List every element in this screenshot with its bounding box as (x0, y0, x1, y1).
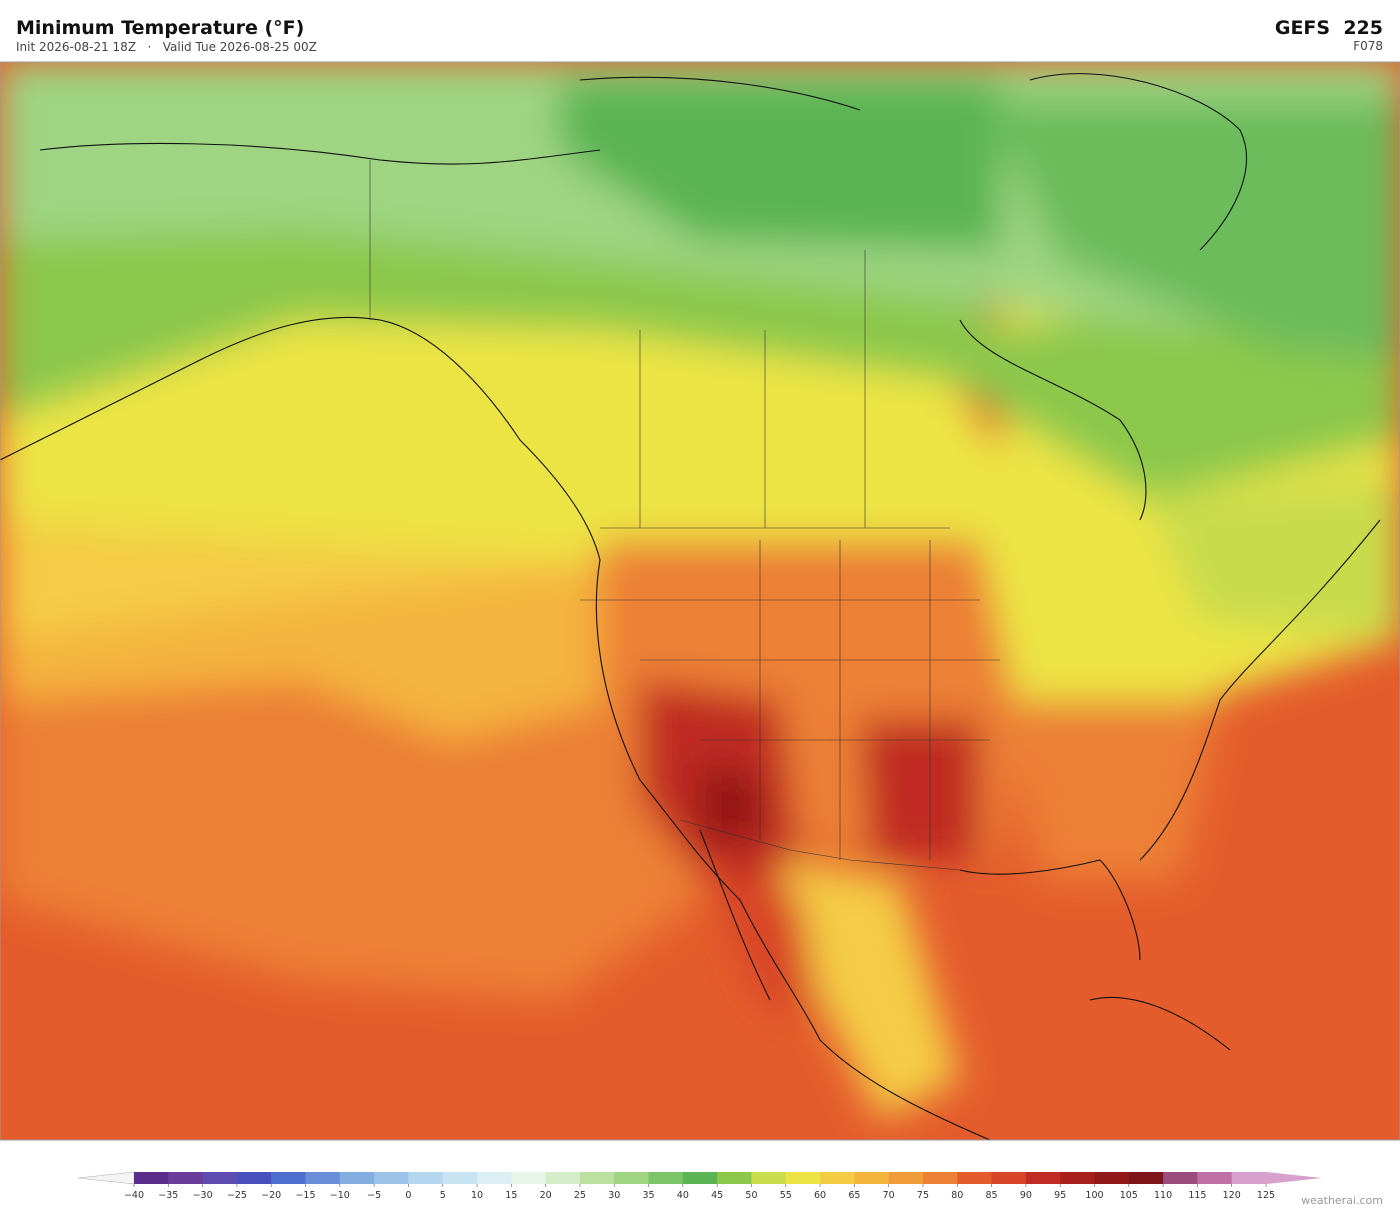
coastlines (0, 73, 1381, 1140)
colorbar-tick-label: −20 (261, 1190, 281, 1201)
colorbar-tick-label: 105 (1120, 1190, 1138, 1201)
colorbar-segment (1197, 1172, 1233, 1184)
colorbar-tick-label: 70 (883, 1190, 895, 1201)
subtitle: Init 2026-08-21 18Z · Valid Tue 2026-08-… (16, 40, 317, 54)
colorbar-segment (545, 1172, 581, 1184)
colorbar-tick-label: 30 (608, 1190, 620, 1201)
colorbar-segment (408, 1172, 444, 1184)
colorbar-segment (134, 1172, 169, 1184)
colorbar-segment (305, 1172, 341, 1184)
colorbar-segment (1163, 1172, 1198, 1184)
colorbar-extend-high (1266, 1172, 1322, 1184)
colorbar-tick-label: −40 (124, 1190, 144, 1201)
colorbar-segment (1231, 1172, 1267, 1184)
colorbar-segment (957, 1172, 993, 1184)
borders (369, 160, 1000, 871)
colorbar-segment (751, 1172, 787, 1184)
colorbar-tick-label: −15 (295, 1190, 315, 1201)
colorbar-tick-label: 120 (1223, 1190, 1241, 1201)
colorbar-tick-label: 0 (405, 1190, 411, 1201)
colorbar-segment (648, 1172, 684, 1184)
colorbar-segment (168, 1172, 204, 1184)
colorbar-segment (236, 1172, 272, 1184)
temperature-field (0, 62, 1400, 1140)
colorbar-tick-label: 65 (848, 1190, 860, 1201)
colorbar-tick-label: 75 (917, 1190, 929, 1201)
colorbar-tick-label: −10 (330, 1190, 350, 1201)
colorbar-segment (922, 1172, 958, 1184)
colorbar-tick-label: 90 (1020, 1190, 1032, 1201)
colorbar-segment (1025, 1172, 1061, 1184)
colorbar-tick-label: 100 (1085, 1190, 1103, 1201)
colorbar-tick-label: −30 (193, 1190, 213, 1201)
colorbar-segment (511, 1172, 547, 1184)
colorbar-tick-label: 80 (951, 1190, 963, 1201)
colorbar-tick-label: 55 (780, 1190, 792, 1201)
colorbar-extend-low (77, 1171, 135, 1185)
colorbar-tick-label: 15 (505, 1190, 517, 1201)
colorbar-tick-label: 25 (574, 1190, 586, 1201)
map-frame (0, 61, 1400, 1141)
colorbar-segment (1094, 1172, 1130, 1184)
colorbar-tick-label: 50 (745, 1190, 757, 1201)
colorbar-segment (374, 1172, 409, 1184)
colorbar-segment (717, 1172, 752, 1184)
colorbar-segment (1128, 1172, 1164, 1184)
colorbar-tick-label: 10 (471, 1190, 483, 1201)
title: Minimum Temperature (°F) (16, 17, 304, 39)
colorbar-segment (614, 1172, 650, 1184)
colorbar-tick-label: −5 (367, 1190, 381, 1201)
colorbar-segment (339, 1172, 375, 1184)
colorbar-tick-label: 40 (677, 1190, 689, 1201)
colorbar-tick-label: 85 (986, 1190, 998, 1201)
colorbar-segment (785, 1172, 821, 1184)
colorbar-tick-label: 110 (1154, 1190, 1172, 1201)
credit: weatherai.com (1301, 1194, 1383, 1207)
colorbar-tick-label: 115 (1188, 1190, 1206, 1201)
colorbar-tick-label: 95 (1054, 1190, 1066, 1201)
colorbar-tick-label: 125 (1257, 1190, 1275, 1201)
model-name: GEFS 225 (1275, 17, 1383, 39)
colorbar: −40 −35 −30 −25 −20 −15 −10 −5 0 5 10 15 20 25 30 35 40 4… (77, 1171, 1322, 1201)
colorbar-segment (820, 1172, 855, 1184)
colorbar-segment (579, 1172, 615, 1184)
colorbar-tick-label: 5 (440, 1190, 446, 1201)
colorbar-tick-label: 60 (814, 1190, 826, 1201)
colorbar-segment (477, 1172, 512, 1184)
colorbar-segment (991, 1172, 1027, 1184)
forecast-hour: F078 (1353, 39, 1383, 53)
colorbar-segment (888, 1172, 924, 1184)
colorbar-segment (202, 1172, 238, 1184)
colorbar-segment (1060, 1172, 1095, 1184)
colorbar-segment (271, 1172, 307, 1184)
colorbar-segment (854, 1172, 890, 1184)
colorbar-segment (682, 1172, 718, 1184)
colorbar-tick-label: 20 (540, 1190, 552, 1201)
colorbar-tick-label: −35 (158, 1190, 178, 1201)
colorbar-segment (442, 1172, 478, 1184)
colorbar-tick-label: −25 (227, 1190, 247, 1201)
colorbar-tick-label: 45 (711, 1190, 723, 1201)
colorbar-tick-label: 35 (642, 1190, 654, 1201)
